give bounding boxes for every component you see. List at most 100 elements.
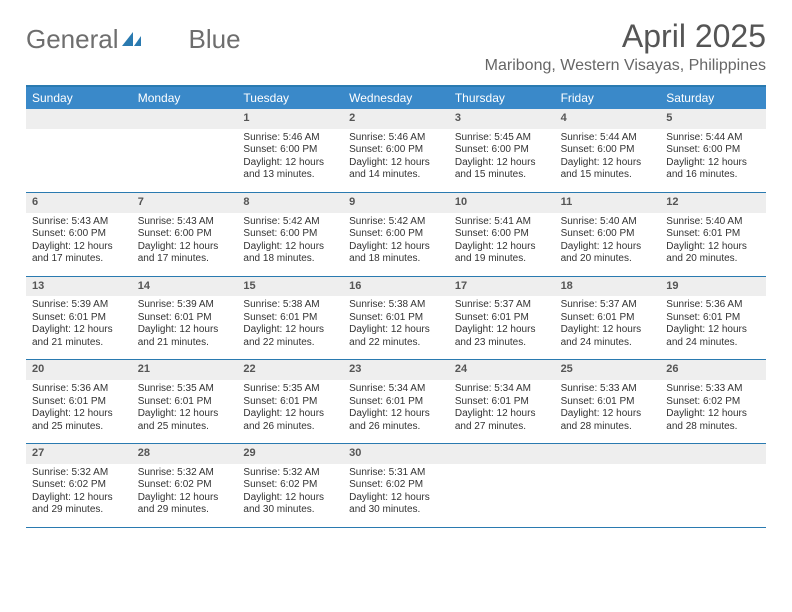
day-details: Sunrise: 5:38 AMSunset: 6:01 PMDaylight:…: [343, 296, 449, 359]
daylight-line: Daylight: 12 hours and 30 minutes.: [243, 492, 337, 517]
sunrise-line: Sunrise: 5:43 AM: [138, 216, 232, 229]
day-number: [449, 444, 555, 464]
day-number: 13: [26, 277, 132, 297]
day-details: Sunrise: 5:43 AMSunset: 6:00 PMDaylight:…: [26, 213, 132, 276]
sunset-line: Sunset: 6:01 PM: [349, 396, 443, 409]
sunset-line: Sunset: 6:00 PM: [32, 228, 126, 241]
day-details: Sunrise: 5:42 AMSunset: 6:00 PMDaylight:…: [237, 213, 343, 276]
daylight-line: Daylight: 12 hours and 24 minutes.: [561, 324, 655, 349]
day-number: 10: [449, 193, 555, 213]
calendar-cell: 29Sunrise: 5:32 AMSunset: 6:02 PMDayligh…: [237, 444, 343, 527]
day-header-cell: Tuesday: [237, 87, 343, 109]
sunrise-line: Sunrise: 5:32 AM: [138, 467, 232, 480]
sunrise-line: Sunrise: 5:35 AM: [243, 383, 337, 396]
daylight-line: Daylight: 12 hours and 18 minutes.: [243, 241, 337, 266]
daylight-line: Daylight: 12 hours and 25 minutes.: [138, 408, 232, 433]
calendar-cell: 28Sunrise: 5:32 AMSunset: 6:02 PMDayligh…: [132, 444, 238, 527]
sunrise-line: Sunrise: 5:46 AM: [243, 132, 337, 145]
sunrise-line: Sunrise: 5:39 AM: [138, 299, 232, 312]
day-header-row: SundayMondayTuesdayWednesdayThursdayFrid…: [26, 87, 766, 109]
day-number: 12: [660, 193, 766, 213]
daylight-line: Daylight: 12 hours and 20 minutes.: [561, 241, 655, 266]
day-details: Sunrise: 5:42 AMSunset: 6:00 PMDaylight:…: [343, 213, 449, 276]
calendar-cell: 12Sunrise: 5:40 AMSunset: 6:01 PMDayligh…: [660, 193, 766, 276]
day-number: 21: [132, 360, 238, 380]
calendar-week: 27Sunrise: 5:32 AMSunset: 6:02 PMDayligh…: [26, 444, 766, 528]
sunset-line: Sunset: 6:02 PM: [138, 479, 232, 492]
calendar-cell: [660, 444, 766, 527]
day-details: Sunrise: 5:37 AMSunset: 6:01 PMDaylight:…: [449, 296, 555, 359]
sunrise-line: Sunrise: 5:32 AM: [243, 467, 337, 480]
day-details: Sunrise: 5:41 AMSunset: 6:00 PMDaylight:…: [449, 213, 555, 276]
day-details: Sunrise: 5:35 AMSunset: 6:01 PMDaylight:…: [132, 380, 238, 443]
calendar-cell: 8Sunrise: 5:42 AMSunset: 6:00 PMDaylight…: [237, 193, 343, 276]
day-number: 20: [26, 360, 132, 380]
calendar-cell: 30Sunrise: 5:31 AMSunset: 6:02 PMDayligh…: [343, 444, 449, 527]
calendar-cell: 15Sunrise: 5:38 AMSunset: 6:01 PMDayligh…: [237, 277, 343, 360]
sunset-line: Sunset: 6:01 PM: [561, 396, 655, 409]
calendar-cell: 11Sunrise: 5:40 AMSunset: 6:00 PMDayligh…: [555, 193, 661, 276]
day-details: Sunrise: 5:44 AMSunset: 6:00 PMDaylight:…: [555, 129, 661, 192]
day-header-cell: Saturday: [660, 87, 766, 109]
day-details: Sunrise: 5:32 AMSunset: 6:02 PMDaylight:…: [237, 464, 343, 527]
calendar-cell: 16Sunrise: 5:38 AMSunset: 6:01 PMDayligh…: [343, 277, 449, 360]
calendar-cell: 13Sunrise: 5:39 AMSunset: 6:01 PMDayligh…: [26, 277, 132, 360]
day-details: Sunrise: 5:37 AMSunset: 6:01 PMDaylight:…: [555, 296, 661, 359]
day-details: Sunrise: 5:31 AMSunset: 6:02 PMDaylight:…: [343, 464, 449, 527]
day-number: [26, 109, 132, 129]
daylight-line: Daylight: 12 hours and 17 minutes.: [138, 241, 232, 266]
daylight-line: Daylight: 12 hours and 28 minutes.: [666, 408, 760, 433]
day-details: [660, 464, 766, 510]
day-details: Sunrise: 5:46 AMSunset: 6:00 PMDaylight:…: [343, 129, 449, 192]
sunrise-line: Sunrise: 5:43 AM: [32, 216, 126, 229]
sunrise-line: Sunrise: 5:32 AM: [32, 467, 126, 480]
day-number: 7: [132, 193, 238, 213]
daylight-line: Daylight: 12 hours and 21 minutes.: [32, 324, 126, 349]
sunrise-line: Sunrise: 5:36 AM: [32, 383, 126, 396]
sunset-line: Sunset: 6:00 PM: [243, 144, 337, 157]
title-block: April 2025 Maribong, Western Visayas, Ph…: [485, 18, 766, 75]
sunset-line: Sunset: 6:01 PM: [455, 312, 549, 325]
sunrise-line: Sunrise: 5:38 AM: [349, 299, 443, 312]
day-details: Sunrise: 5:35 AMSunset: 6:01 PMDaylight:…: [237, 380, 343, 443]
sunset-line: Sunset: 6:01 PM: [32, 396, 126, 409]
sunrise-line: Sunrise: 5:37 AM: [561, 299, 655, 312]
calendar-cell: 24Sunrise: 5:34 AMSunset: 6:01 PMDayligh…: [449, 360, 555, 443]
daylight-line: Daylight: 12 hours and 13 minutes.: [243, 157, 337, 182]
calendar-cell: 23Sunrise: 5:34 AMSunset: 6:01 PMDayligh…: [343, 360, 449, 443]
day-number: 14: [132, 277, 238, 297]
logo: General Blue: [26, 18, 241, 55]
daylight-line: Daylight: 12 hours and 19 minutes.: [455, 241, 549, 266]
sunrise-line: Sunrise: 5:36 AM: [666, 299, 760, 312]
daylight-line: Daylight: 12 hours and 26 minutes.: [243, 408, 337, 433]
calendar-cell: [555, 444, 661, 527]
day-number: [132, 109, 238, 129]
day-header-cell: Friday: [555, 87, 661, 109]
day-number: [555, 444, 661, 464]
daylight-line: Daylight: 12 hours and 20 minutes.: [666, 241, 760, 266]
sunrise-line: Sunrise: 5:33 AM: [666, 383, 760, 396]
sunrise-line: Sunrise: 5:39 AM: [32, 299, 126, 312]
calendar-week: 13Sunrise: 5:39 AMSunset: 6:01 PMDayligh…: [26, 277, 766, 361]
day-details: Sunrise: 5:36 AMSunset: 6:01 PMDaylight:…: [660, 296, 766, 359]
calendar-cell: 25Sunrise: 5:33 AMSunset: 6:01 PMDayligh…: [555, 360, 661, 443]
sunrise-line: Sunrise: 5:40 AM: [666, 216, 760, 229]
day-header-cell: Monday: [132, 87, 238, 109]
sunset-line: Sunset: 6:01 PM: [666, 312, 760, 325]
sunset-line: Sunset: 6:01 PM: [243, 396, 337, 409]
calendar-week: 20Sunrise: 5:36 AMSunset: 6:01 PMDayligh…: [26, 360, 766, 444]
day-details: Sunrise: 5:32 AMSunset: 6:02 PMDaylight:…: [132, 464, 238, 527]
location-subtitle: Maribong, Western Visayas, Philippines: [485, 57, 766, 75]
day-number: 6: [26, 193, 132, 213]
day-details: Sunrise: 5:40 AMSunset: 6:01 PMDaylight:…: [660, 213, 766, 276]
day-details: Sunrise: 5:46 AMSunset: 6:00 PMDaylight:…: [237, 129, 343, 192]
day-number: 24: [449, 360, 555, 380]
sunrise-line: Sunrise: 5:34 AM: [349, 383, 443, 396]
day-number: 3: [449, 109, 555, 129]
calendar-cell: 22Sunrise: 5:35 AMSunset: 6:01 PMDayligh…: [237, 360, 343, 443]
sunset-line: Sunset: 6:01 PM: [243, 312, 337, 325]
sunset-line: Sunset: 6:01 PM: [349, 312, 443, 325]
daylight-line: Daylight: 12 hours and 21 minutes.: [138, 324, 232, 349]
daylight-line: Daylight: 12 hours and 22 minutes.: [349, 324, 443, 349]
calendar-cell: [26, 109, 132, 192]
